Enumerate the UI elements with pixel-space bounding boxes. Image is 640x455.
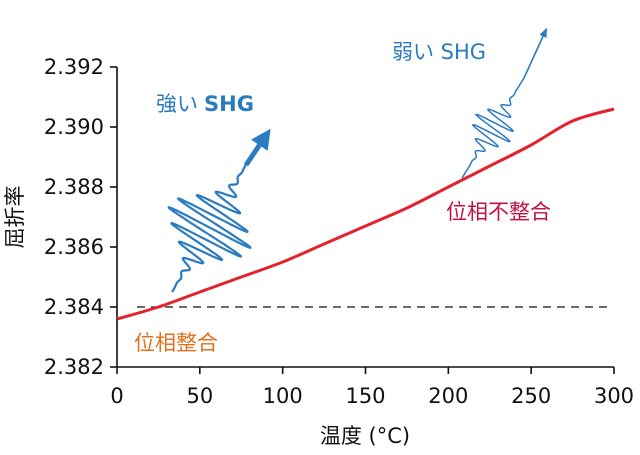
y-tick-label: 2.388 (44, 175, 104, 199)
x-tick-label: 200 (428, 384, 468, 408)
y-tick-label: 2.382 (44, 355, 104, 379)
x-tick-label: 100 (263, 384, 303, 408)
x-tick-label: 250 (511, 384, 551, 408)
weak-shg-wave-icon (461, 27, 547, 179)
annotation-weak-shg: 弱い SHG (392, 40, 486, 64)
x-tick-label: 50 (186, 384, 213, 408)
refractive-index-line (116, 107, 615, 321)
x-axis-title: 温度 (°C) (320, 424, 410, 448)
annotation-strong-shg: 強い SHG (156, 92, 254, 116)
y-axis-title: 屈折率 (3, 186, 27, 249)
y-tick-label: 2.390 (44, 115, 104, 139)
strong-shg-wave-icon (167, 128, 271, 293)
x-tick-label: 0 (110, 384, 123, 408)
annotation-phase-mismatch: 位相不整合 (446, 200, 551, 224)
annotation-phase-match: 位相整合 (134, 331, 218, 355)
y-tick-label: 2.392 (44, 55, 104, 79)
x-tick-label: 300 (594, 384, 634, 408)
y-tick-label: 2.386 (44, 235, 104, 259)
y-tick-label: 2.384 (44, 295, 104, 319)
x-tick-label: 150 (345, 384, 385, 408)
